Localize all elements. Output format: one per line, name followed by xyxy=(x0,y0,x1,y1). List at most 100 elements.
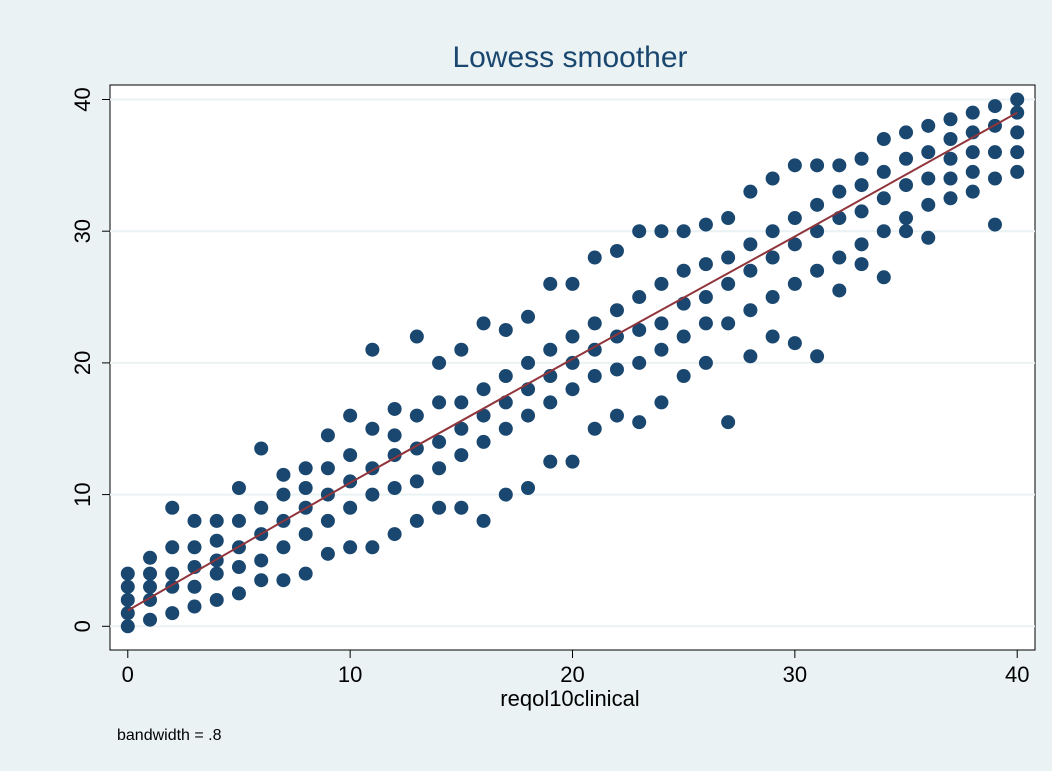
point xyxy=(987,217,1002,232)
point xyxy=(654,224,669,239)
point xyxy=(231,513,246,528)
y-tick-label: 0 xyxy=(70,620,95,632)
point xyxy=(632,355,647,370)
point xyxy=(276,540,291,555)
point xyxy=(743,263,758,278)
point xyxy=(231,560,246,575)
point xyxy=(454,500,469,515)
point xyxy=(810,158,825,173)
point xyxy=(1010,125,1025,140)
point xyxy=(387,448,402,463)
point xyxy=(498,395,513,410)
point xyxy=(120,619,135,634)
point xyxy=(143,566,158,581)
point xyxy=(854,178,869,193)
point xyxy=(587,369,602,384)
point xyxy=(654,316,669,331)
point xyxy=(187,513,202,528)
point xyxy=(365,342,380,357)
point xyxy=(498,369,513,384)
point xyxy=(609,362,624,377)
point xyxy=(143,550,158,565)
point xyxy=(365,487,380,502)
point xyxy=(743,349,758,364)
y-tick-label: 30 xyxy=(70,219,95,243)
point xyxy=(365,421,380,436)
point xyxy=(698,316,713,331)
x-tick-label: 0 xyxy=(122,662,134,687)
point xyxy=(409,441,424,456)
point xyxy=(498,487,513,502)
point xyxy=(476,408,491,423)
point xyxy=(899,178,914,193)
point xyxy=(498,421,513,436)
chart-title: Lowess smoother xyxy=(452,41,687,74)
point xyxy=(765,250,780,265)
point xyxy=(899,211,914,226)
point xyxy=(343,408,358,423)
point xyxy=(899,224,914,239)
point xyxy=(698,257,713,272)
point xyxy=(387,428,402,443)
point xyxy=(343,500,358,515)
point xyxy=(765,171,780,186)
point xyxy=(609,303,624,318)
point xyxy=(365,540,380,555)
point xyxy=(965,184,980,199)
point xyxy=(209,533,224,548)
point xyxy=(409,474,424,489)
point xyxy=(632,322,647,337)
point xyxy=(743,184,758,199)
point xyxy=(432,355,447,370)
point xyxy=(298,566,313,581)
point xyxy=(721,211,736,226)
point xyxy=(965,164,980,179)
point xyxy=(698,355,713,370)
point xyxy=(565,329,580,344)
point xyxy=(120,592,135,607)
point xyxy=(187,599,202,614)
point xyxy=(320,461,335,476)
point xyxy=(854,151,869,166)
point xyxy=(276,467,291,482)
point xyxy=(476,316,491,331)
point xyxy=(476,513,491,528)
x-axis-title: reqol10clinical xyxy=(500,686,639,711)
point xyxy=(765,224,780,239)
point xyxy=(143,579,158,594)
point xyxy=(765,290,780,305)
point xyxy=(810,197,825,212)
point xyxy=(543,342,558,357)
point xyxy=(698,217,713,232)
point xyxy=(721,415,736,430)
point xyxy=(1010,92,1025,107)
point xyxy=(254,553,269,568)
point xyxy=(543,395,558,410)
point xyxy=(165,500,180,515)
point xyxy=(787,158,802,173)
point xyxy=(921,118,936,133)
point xyxy=(899,151,914,166)
point xyxy=(565,355,580,370)
point xyxy=(787,336,802,351)
x-tick-label: 20 xyxy=(560,662,584,687)
point xyxy=(810,263,825,278)
point xyxy=(254,441,269,456)
point xyxy=(743,303,758,318)
point xyxy=(432,434,447,449)
point xyxy=(876,224,891,239)
point xyxy=(587,316,602,331)
point xyxy=(965,105,980,120)
point xyxy=(120,579,135,594)
point xyxy=(654,276,669,291)
point xyxy=(543,454,558,469)
point xyxy=(565,276,580,291)
point xyxy=(320,428,335,443)
point xyxy=(987,99,1002,114)
point xyxy=(209,592,224,607)
point xyxy=(409,329,424,344)
point xyxy=(787,237,802,252)
point xyxy=(454,395,469,410)
point xyxy=(254,573,269,588)
